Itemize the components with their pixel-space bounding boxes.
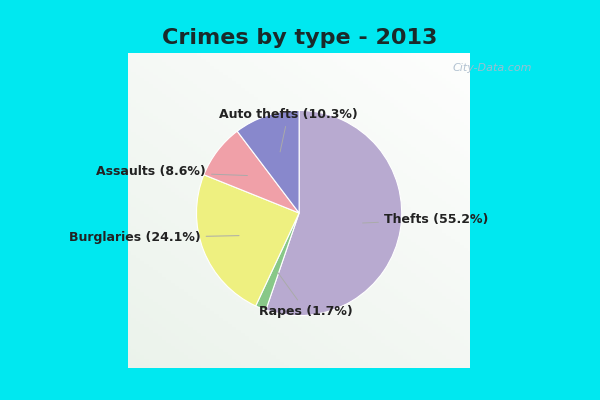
- Text: Burglaries (24.1%): Burglaries (24.1%): [69, 231, 239, 244]
- Text: Rapes (1.7%): Rapes (1.7%): [259, 272, 353, 318]
- Text: City-Data.com: City-Data.com: [452, 62, 532, 72]
- Text: Auto thefts (10.3%): Auto thefts (10.3%): [219, 108, 358, 152]
- Wedge shape: [197, 175, 299, 306]
- Wedge shape: [256, 213, 299, 310]
- Wedge shape: [237, 110, 299, 213]
- Text: Crimes by type - 2013: Crimes by type - 2013: [163, 28, 437, 48]
- Wedge shape: [266, 110, 401, 316]
- Text: Assaults (8.6%): Assaults (8.6%): [97, 166, 247, 178]
- Text: Thefts (55.2%): Thefts (55.2%): [362, 213, 488, 226]
- Wedge shape: [204, 131, 299, 213]
